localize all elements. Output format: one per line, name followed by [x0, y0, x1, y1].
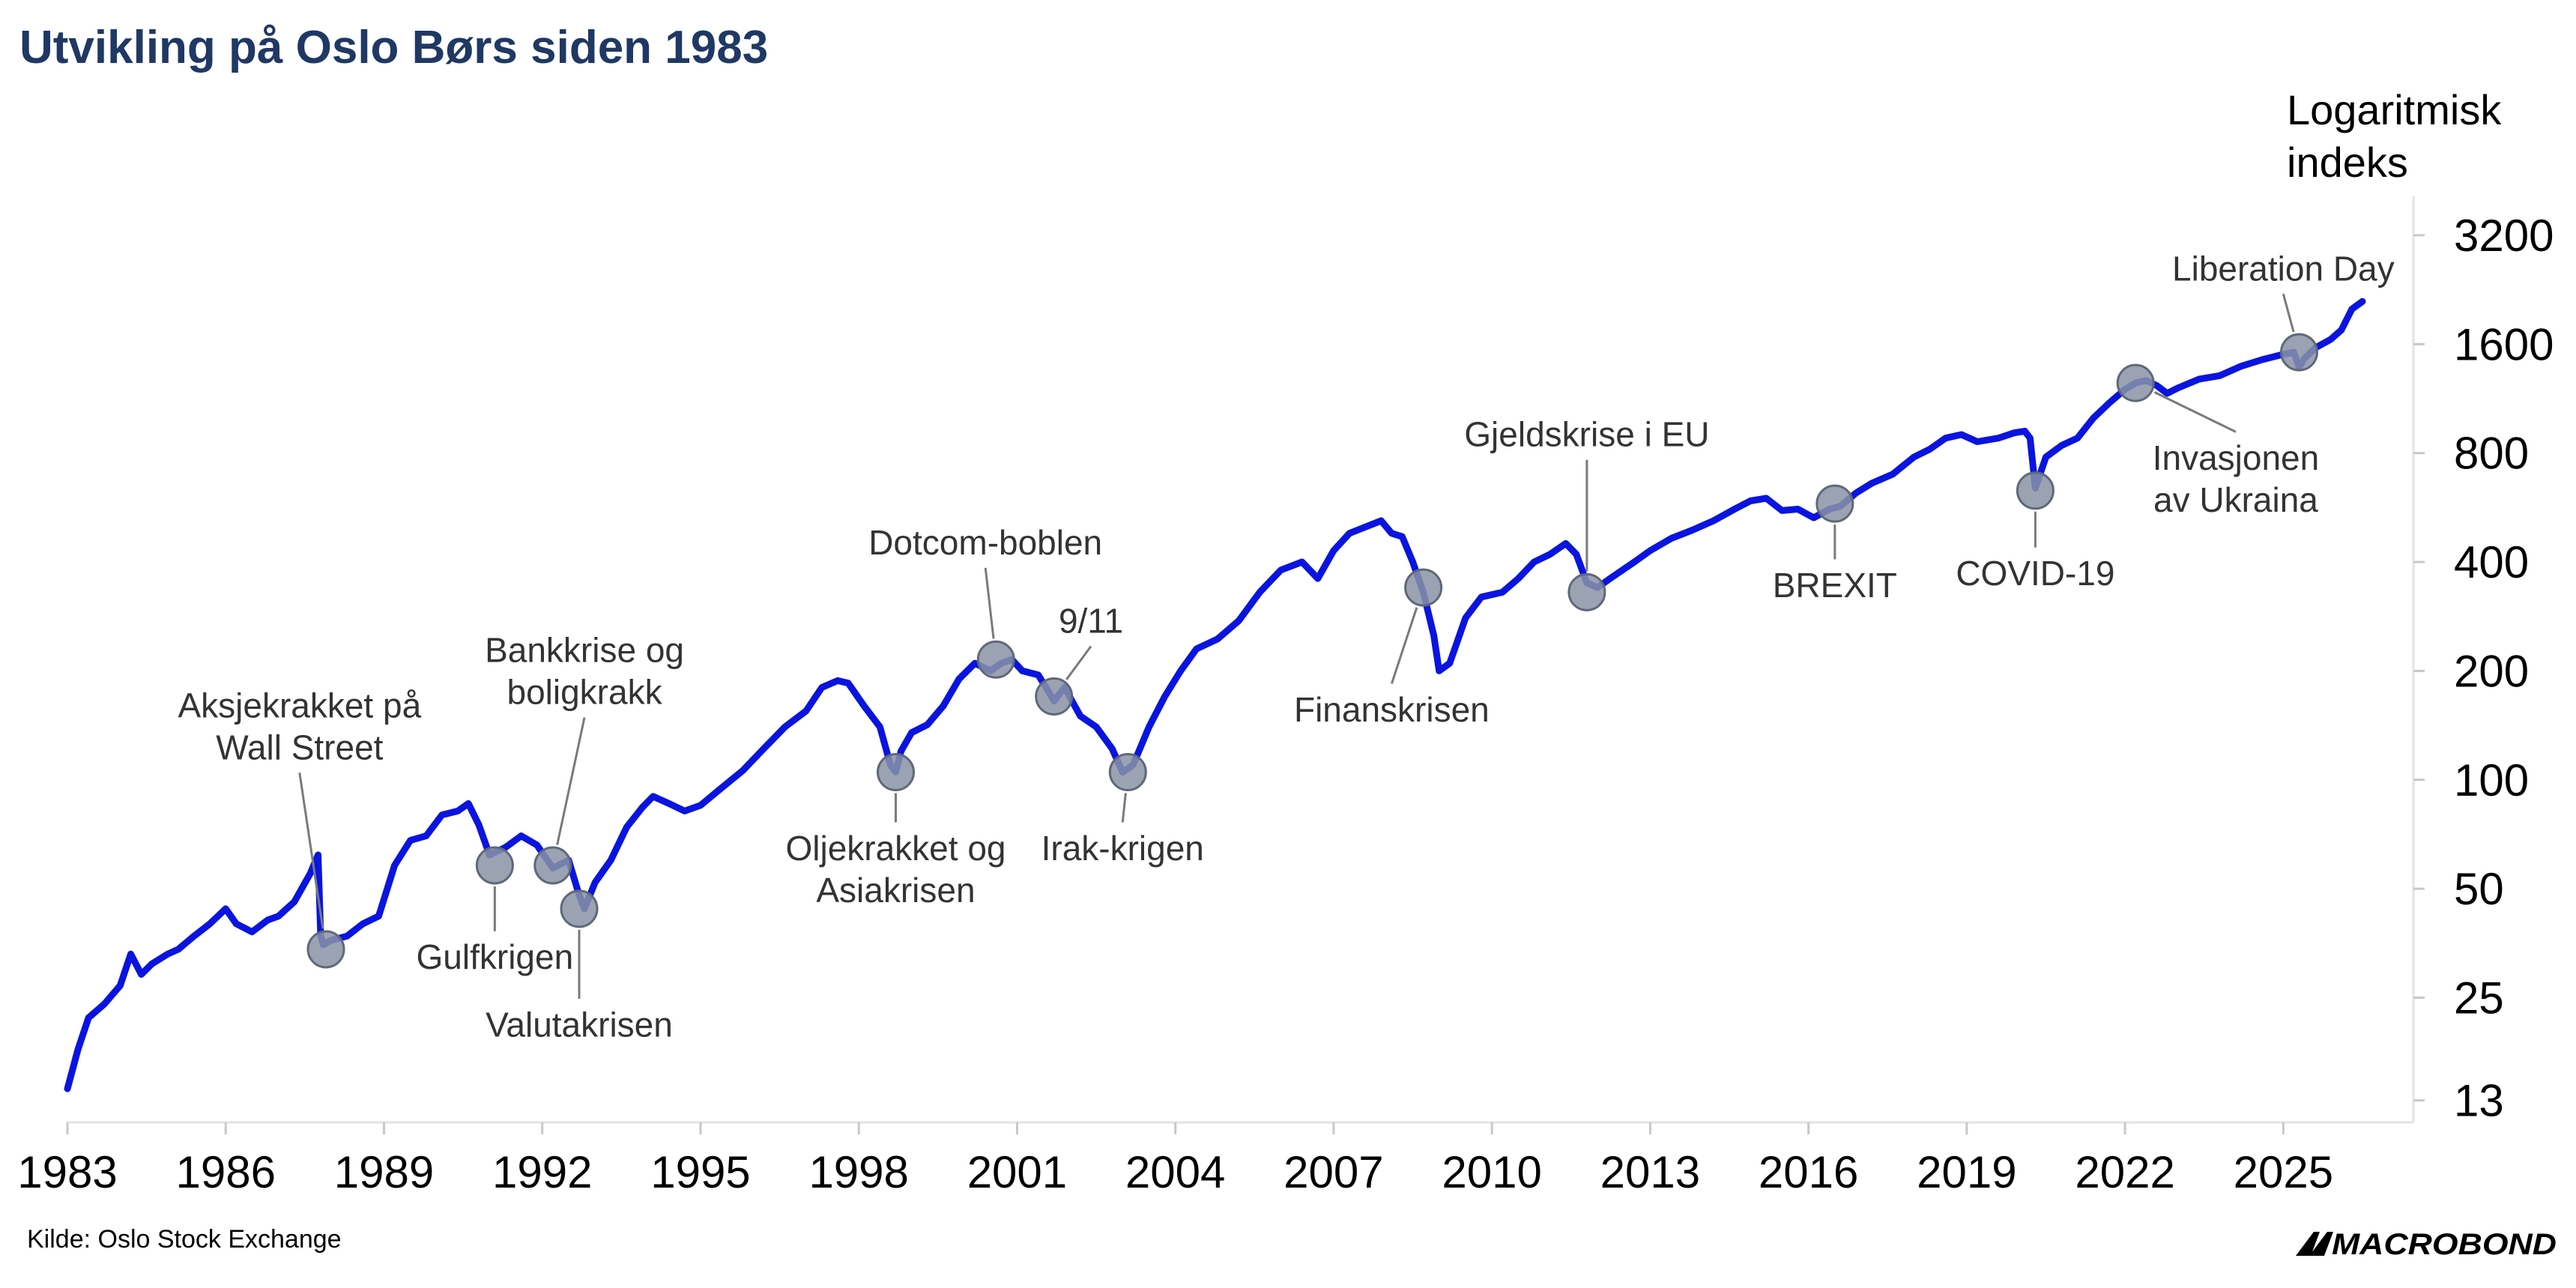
annotation-label: av Ukraina	[2153, 480, 2318, 519]
annotation-label: 9/11	[1059, 601, 1123, 640]
annotation-marker	[1404, 568, 1443, 607]
annotation-label: Liberation Day	[2172, 249, 2395, 288]
annotation-leader	[1390, 607, 1418, 684]
annotation-label: Asiakrisen	[816, 871, 975, 910]
annotation-label: Irak-krigen	[1041, 829, 1204, 868]
annotation-label: boligkrakk	[507, 673, 662, 712]
x-tick-label: 1983	[17, 1147, 117, 1197]
x-tick-label: 2019	[1917, 1147, 2016, 1197]
y-axis: 13 25 50 100 200 400 800 1600 3200	[2413, 211, 2554, 1126]
annotation-marker	[306, 930, 345, 969]
x-axis: 1983 1986 1989 1992 1995 1998 2001 2004 2007 2010…	[17, 1122, 2333, 1197]
annotation-label: Gjeldskrise i EU	[1464, 415, 1709, 454]
x-tick-label: 2022	[2075, 1147, 2174, 1197]
annotation-label: Invasjonen	[2153, 438, 2320, 477]
annotation-marker	[2016, 471, 2055, 510]
index-series-line	[64, 297, 2366, 1092]
annotation-marker	[1815, 484, 1854, 523]
y-axis-label: Logaritmisk	[2287, 86, 2502, 133]
x-tick-label: 1998	[808, 1147, 908, 1197]
annotation-marker	[976, 640, 1015, 679]
annotation-label: Aksjekrakket på	[178, 686, 421, 725]
annotation-marker	[2116, 363, 2155, 402]
y-tick-label: 50	[2454, 864, 2504, 914]
x-tick-label: 1992	[492, 1147, 592, 1197]
y-tick-label: 400	[2454, 537, 2529, 587]
y-tick-label: 800	[2454, 429, 2529, 479]
annotation-leader	[2282, 293, 2295, 333]
y-tick-label: 200	[2454, 646, 2529, 696]
macrobond-logo: MACROBOND	[2296, 1228, 2557, 1261]
series-group	[64, 297, 2366, 1092]
annotation-leader	[556, 717, 586, 845]
annotation-marker	[1567, 572, 1606, 611]
annotation-marker	[1108, 753, 1147, 792]
chart-title: Utvikling på Oslo Børs siden 1983	[19, 22, 768, 73]
x-tick-label: 1989	[334, 1147, 434, 1197]
annotation-label: Gulfkrigen	[417, 937, 574, 976]
annotation-label: Bankkrise og	[485, 631, 684, 670]
annotation-label: Wall Street	[216, 728, 383, 767]
y-tick-label: 13	[2454, 1076, 2504, 1126]
annotation-leader	[984, 567, 995, 639]
annotation-marker	[560, 889, 599, 928]
annotation-marker	[1035, 677, 1074, 716]
annotation-marker	[475, 846, 514, 885]
annotation-leader	[1065, 645, 1092, 680]
x-tick-label: 2001	[967, 1147, 1067, 1197]
macrobond-logo-text: MACROBOND	[2332, 1228, 2557, 1261]
annotation-marker	[876, 753, 915, 792]
x-tick-label: 2004	[1125, 1147, 1225, 1197]
x-tick-label: 2016	[1759, 1147, 1858, 1197]
annotation-label: BREXIT	[1773, 566, 1897, 605]
y-tick-label: 1600	[2454, 319, 2554, 369]
y-tick-label: 25	[2454, 973, 2504, 1023]
y-tick-label: 100	[2454, 755, 2529, 805]
annotation-leader	[1121, 793, 1127, 823]
x-tick-label: 2025	[2234, 1147, 2333, 1197]
x-tick-label: 1986	[175, 1147, 275, 1197]
x-tick-label: 2013	[1600, 1147, 1700, 1197]
annotation-label: Valutakrisen	[486, 1006, 673, 1044]
x-tick-label: 2007	[1284, 1147, 1383, 1197]
annotation-marker	[2279, 333, 2318, 372]
x-tick-label: 1995	[650, 1147, 750, 1197]
annotation-label: Finanskrisen	[1294, 690, 1490, 729]
y-tick-label: 3200	[2454, 211, 2554, 261]
annotation-label: COVID-19	[1956, 554, 2114, 593]
x-tick-label: 2010	[1442, 1147, 1541, 1197]
annotation-label: Oljekrakket og	[785, 829, 1006, 868]
y-axis-label-line2: indeks	[2287, 139, 2408, 186]
annotation-marker	[533, 846, 572, 885]
source-note: Kilde: Oslo Stock Exchange	[27, 1225, 342, 1254]
macrobond-logo-icon	[2296, 1232, 2333, 1256]
annotation-leader	[2153, 391, 2237, 433]
annotation-label: Dotcom-boblen	[868, 523, 1102, 562]
annotation-leader	[298, 773, 324, 929]
